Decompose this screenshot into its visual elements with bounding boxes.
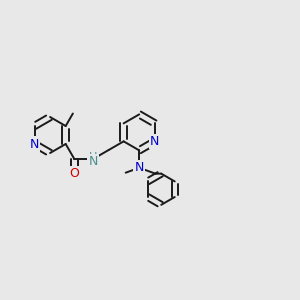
Text: N: N	[150, 135, 160, 148]
Text: N: N	[30, 137, 39, 151]
Text: O: O	[69, 167, 79, 180]
Text: N: N	[88, 155, 98, 168]
Text: N: N	[134, 161, 144, 174]
Text: H: H	[89, 152, 97, 162]
